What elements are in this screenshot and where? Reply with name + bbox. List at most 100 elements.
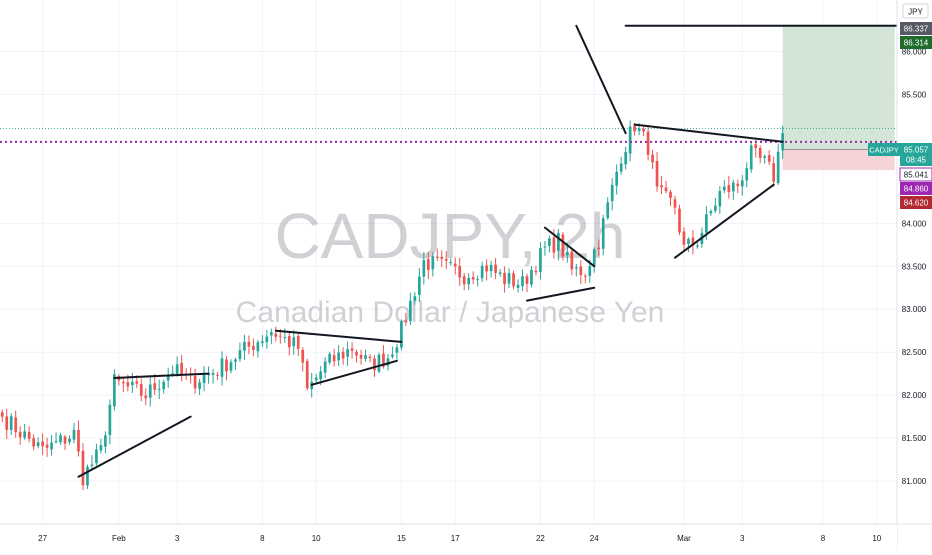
- candle-body: [14, 417, 18, 433]
- candle-body: [193, 375, 197, 389]
- candle-body: [261, 341, 264, 344]
- candle-body: [592, 249, 596, 266]
- stop-tag-label: 84.620: [904, 199, 929, 208]
- candle-body: [400, 321, 403, 348]
- candle-body: [776, 151, 780, 184]
- level-tag-label: 85.041: [904, 171, 929, 180]
- candle-body: [601, 218, 605, 249]
- candle-body: [646, 131, 650, 155]
- candle-body: [664, 187, 668, 192]
- candle-body: [323, 361, 327, 373]
- candle-body: [180, 362, 183, 375]
- trendlines[interactable]: [0, 24, 919, 478]
- candle-body: [395, 347, 399, 353]
- candle-body: [583, 275, 587, 277]
- candle-body: [521, 276, 524, 287]
- candle-body: [512, 273, 515, 287]
- trendline: [77, 415, 192, 478]
- candle-body: [350, 348, 354, 351]
- y-tick-label: 81.500: [902, 434, 927, 443]
- target-tag-label: 86.314: [904, 39, 929, 48]
- candle-body: [444, 259, 448, 261]
- candle-body: [157, 388, 161, 390]
- candle-body: [525, 276, 529, 284]
- candle-body: [305, 360, 309, 389]
- currency-badge-label: JPY: [908, 8, 923, 17]
- x-tick-label: 10: [312, 534, 321, 543]
- y-tick-label: 85.500: [902, 90, 927, 99]
- candle-body: [50, 442, 53, 450]
- trendline: [274, 329, 403, 343]
- candle-body: [139, 384, 143, 396]
- candle-body: [278, 335, 282, 337]
- candle-body: [678, 208, 681, 233]
- candle-body: [292, 337, 296, 347]
- candle-body: [332, 355, 336, 362]
- watermark-name: Canadian Dollar / Japanese Yen: [236, 296, 665, 329]
- candle-body: [77, 430, 80, 452]
- candle-body: [615, 171, 619, 186]
- currency-badge[interactable]: [902, 3, 929, 19]
- candle-body: [104, 435, 107, 447]
- candle-body: [23, 431, 27, 438]
- candle-body: [566, 251, 569, 256]
- candle-body: [597, 247, 601, 249]
- candle-body: [153, 383, 157, 390]
- candle-body: [606, 202, 610, 219]
- candle-body: [687, 239, 690, 244]
- candle-body: [368, 356, 372, 358]
- candle-body: [534, 270, 538, 273]
- time-axis-ticks: 27 Feb 3 8 10 15 17 22 24 Mar 3 8 10: [38, 534, 882, 543]
- candle-body: [113, 374, 116, 407]
- candle-body: [166, 375, 170, 381]
- candle-body: [498, 272, 502, 275]
- y-tick-label: 86.000: [902, 48, 927, 57]
- candle-body: [772, 163, 776, 182]
- candle-body: [86, 466, 89, 486]
- candle-body: [386, 358, 390, 366]
- candle-body: [696, 245, 699, 247]
- high-tag-label: 86.337: [904, 25, 929, 34]
- price-axis[interactable]: [897, 0, 932, 550]
- x-tick-label: 3: [175, 534, 180, 543]
- candle-body: [54, 441, 58, 443]
- candle-body: [355, 351, 358, 356]
- x-tick-label: 8: [260, 534, 265, 543]
- x-tick-label: 17: [451, 534, 460, 543]
- candle-body: [574, 267, 578, 269]
- symbol-tag: [868, 143, 900, 156]
- trendline: [113, 372, 210, 379]
- candle-body: [440, 256, 444, 259]
- candle-body: [714, 205, 717, 211]
- entry-tag: [900, 182, 932, 195]
- candle-body: [449, 262, 453, 264]
- level-tag: [899, 167, 932, 182]
- candle-body: [121, 381, 125, 384]
- time-axis[interactable]: [0, 525, 897, 550]
- candle-body: [63, 436, 67, 444]
- candle-body: [682, 231, 686, 245]
- candle-body: [557, 232, 560, 251]
- candle-body: [373, 358, 376, 371]
- candle-body: [467, 277, 471, 285]
- candle-body: [234, 359, 237, 362]
- candle-body: [413, 296, 417, 301]
- price-axis-ticks: 86.000 85.500 84.000 83.500 83.000 82.500 82.0…: [902, 48, 927, 487]
- candle-body: [552, 237, 556, 253]
- candle-body: [269, 332, 273, 336]
- candle-body: [740, 180, 744, 187]
- candle-body: [72, 429, 76, 440]
- candle-body: [633, 125, 636, 132]
- candle-body: [691, 237, 695, 246]
- candle-body: [41, 441, 44, 447]
- candle-body: [346, 349, 349, 357]
- candle-body: [27, 432, 31, 439]
- candle-body: [669, 191, 672, 198]
- candle-body: [364, 355, 367, 359]
- candle-body: [619, 163, 623, 172]
- candle-body: [216, 374, 219, 376]
- candle-body: [480, 265, 484, 279]
- candle-body: [81, 450, 85, 486]
